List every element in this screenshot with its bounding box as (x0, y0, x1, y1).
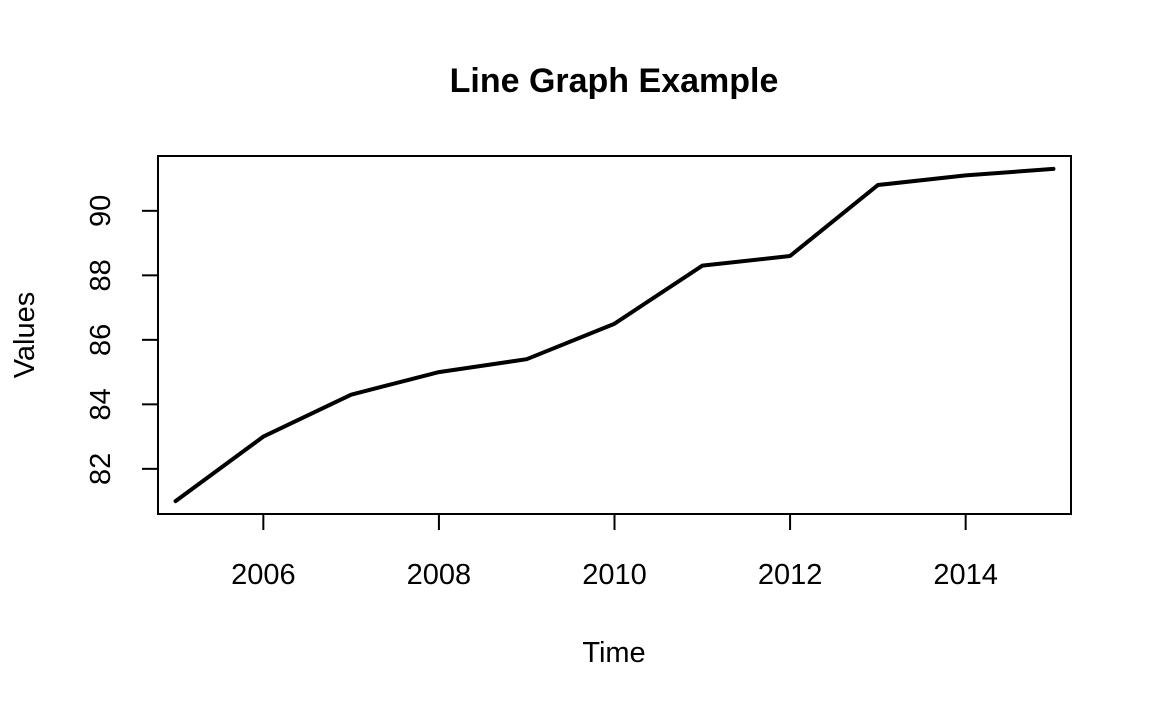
x-tick-label: 2010 (582, 559, 647, 591)
y-tick-label: 82 (85, 453, 117, 485)
y-tick-label: 88 (85, 259, 117, 291)
series-layer (173, 166, 1056, 504)
y-tick-label: 84 (85, 388, 117, 420)
x-axis-label: Time (582, 637, 645, 669)
x-tick-label: 2006 (231, 559, 296, 591)
x-axis: 2006 2008 2010 2012 2014 (231, 513, 998, 591)
y-axis-label: Values (9, 292, 41, 379)
series-line (173, 166, 1056, 504)
chart-title: Line Graph Example (450, 62, 779, 100)
y-tick-label: 86 (85, 324, 117, 356)
x-ticks: 2006 2008 2010 2012 2014 (231, 514, 998, 591)
y-axis: 82 84 86 88 90 (85, 195, 159, 485)
x-tick-label: 2014 (933, 559, 998, 591)
x-tick-label: 2008 (407, 559, 472, 591)
y-ticks: 82 84 86 88 90 (85, 195, 158, 485)
x-tick-label: 2012 (758, 559, 823, 591)
y-tick-label: 90 (85, 195, 117, 227)
